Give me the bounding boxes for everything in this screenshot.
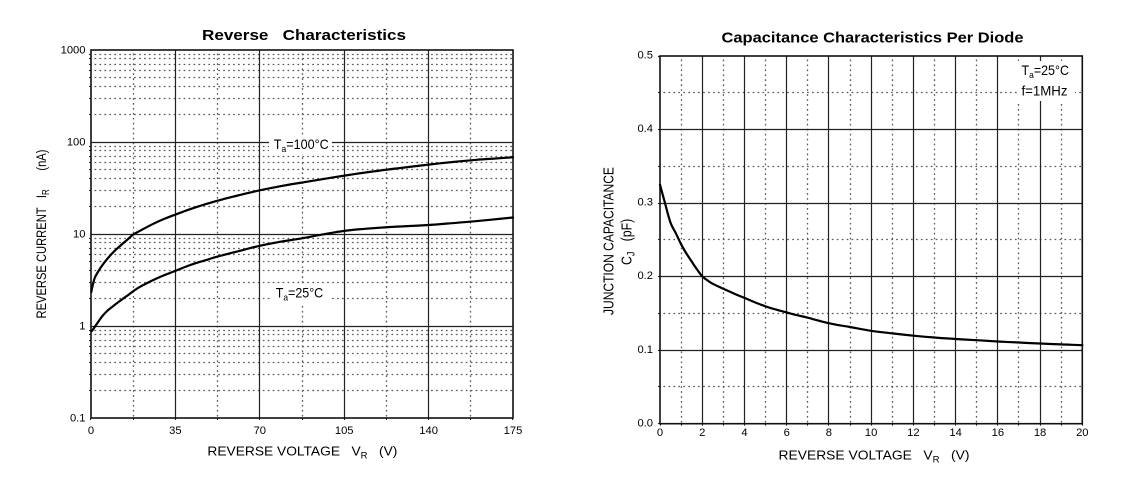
svg-text:REVERSE VOLTAGE VR (V): REVERSE VOLTAGE VR (V) [779,447,970,464]
svg-text:175: 175 [504,425,523,437]
svg-text:Ta=25°C: Ta=25°C [276,286,324,303]
svg-text:12: 12 [907,427,919,439]
svg-text:1000: 1000 [61,45,86,57]
svg-text:Ta=100°C: Ta=100°C [274,137,329,154]
svg-text:6: 6 [784,427,790,439]
svg-text:Capacitance Characteristics Pe: Capacitance Characteristics Per Diode [722,30,1024,46]
svg-text:0.1: 0.1 [637,344,653,356]
svg-text:105: 105 [335,425,354,437]
svg-text:2: 2 [699,427,705,439]
svg-text:16: 16 [992,427,1004,439]
svg-text:Ta=25°C: Ta=25°C [1022,63,1070,80]
svg-text:20: 20 [1076,427,1088,439]
svg-text:4: 4 [741,427,747,439]
svg-text:REVERSE CURRENT IR (nA): REVERSE CURRENT IR (nA) [34,150,52,319]
svg-text:0.5: 0.5 [637,50,653,62]
svg-text:8: 8 [826,427,832,439]
svg-text:1: 1 [79,321,85,333]
svg-text:0.4: 0.4 [637,123,653,135]
svg-text:REVERSE VOLTAGE VR (V): REVERSE VOLTAGE VR (V) [207,443,397,460]
svg-text:f=1MHz: f=1MHz [1022,83,1068,98]
svg-text:35: 35 [169,425,181,437]
svg-text:0.0: 0.0 [637,417,653,429]
svg-text:Reverse Characteristics: Reverse Characteristics [202,28,406,44]
svg-text:100: 100 [67,137,86,149]
svg-text:0: 0 [657,427,663,439]
svg-text:0.1: 0.1 [70,413,86,425]
svg-text:0.3: 0.3 [637,197,653,209]
svg-text:0.2: 0.2 [637,270,653,282]
svg-text:10: 10 [865,427,877,439]
svg-text:140: 140 [419,425,438,437]
svg-text:0: 0 [88,425,94,437]
svg-text:18: 18 [1034,427,1046,439]
svg-text:14: 14 [949,427,961,439]
svg-text:70: 70 [254,425,266,437]
svg-text:10: 10 [73,229,85,241]
svg-text:JUNCTION CAPACITANCE: JUNCTION CAPACITANCE [600,167,617,315]
